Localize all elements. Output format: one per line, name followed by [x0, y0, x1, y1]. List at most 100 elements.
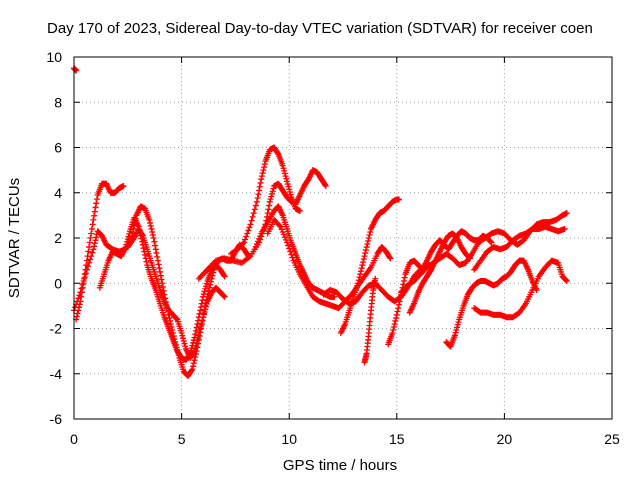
data-point: [393, 311, 400, 318]
data-point: [563, 277, 570, 284]
data-point: [148, 225, 155, 232]
data-point: [258, 173, 265, 180]
data-point: [78, 289, 85, 296]
series-sat-06: [228, 144, 303, 257]
data-point: [89, 249, 96, 256]
data-point: [360, 259, 367, 266]
data-point: [146, 216, 153, 223]
data-points: [71, 65, 570, 380]
series-sat-15: [406, 230, 473, 316]
data-point: [189, 366, 196, 373]
series-sat-13: [471, 223, 568, 273]
data-point: [120, 182, 127, 189]
data-point: [199, 317, 206, 324]
data-point: [387, 255, 394, 262]
data-point: [247, 221, 254, 228]
data-point: [93, 200, 100, 207]
data-point: [87, 256, 94, 263]
data-point: [91, 212, 98, 219]
data-point: [199, 297, 206, 304]
data-point: [143, 258, 150, 265]
data-point: [254, 195, 261, 202]
data-point: [391, 320, 398, 327]
data-point: [157, 272, 164, 279]
data-point: [392, 317, 399, 324]
data-point: [401, 274, 408, 281]
data-point: [73, 313, 80, 320]
data-point: [140, 245, 147, 252]
data-point: [93, 234, 100, 241]
data-point: [266, 202, 273, 209]
data-point: [149, 231, 156, 238]
data-point: [395, 305, 402, 312]
data-point: [192, 327, 199, 334]
data-point: [88, 225, 95, 232]
data-point: [75, 307, 82, 314]
data-point: [86, 239, 93, 246]
series-sat-08: [264, 216, 394, 312]
data-point: [166, 314, 173, 321]
data-point: [84, 253, 91, 260]
data-point: [76, 304, 83, 311]
data-point: [394, 308, 401, 315]
data-point: [221, 293, 228, 300]
data-point: [192, 331, 199, 338]
data-point: [251, 206, 258, 213]
data-point: [389, 330, 396, 337]
chart-title: Day 170 of 2023, Sidereal Day-to-day VTE…: [47, 20, 593, 37]
data-point: [296, 207, 303, 214]
series-sat-12: [443, 257, 540, 350]
data-point: [152, 246, 159, 253]
data-point: [197, 323, 204, 330]
data-point: [362, 250, 369, 257]
y-tick-label: 10: [46, 49, 62, 65]
data-point: [79, 284, 86, 291]
data-point: [258, 176, 265, 183]
data-point: [242, 236, 249, 243]
data-point: [206, 284, 213, 291]
data-point: [260, 167, 267, 174]
data-point: [81, 275, 88, 282]
x-tick-label: 5: [178, 431, 186, 447]
data-point: [261, 164, 268, 171]
data-point: [358, 265, 365, 272]
x-tick-label: 20: [497, 431, 513, 447]
data-point: [563, 210, 570, 217]
data-point: [87, 235, 94, 241]
data-point: [356, 274, 363, 281]
data-point: [245, 227, 252, 234]
data-point: [85, 248, 92, 255]
y-tick-label: 0: [54, 275, 62, 291]
data-point: [287, 248, 294, 255]
axis-ticks: 0 5 10 15 20 25 -6 -4 -2 0 2 4 6 8 10: [46, 49, 620, 447]
data-point: [257, 179, 264, 186]
x-tick-label: 15: [389, 431, 405, 447]
data-point: [153, 250, 160, 257]
data-point: [422, 261, 429, 268]
y-tick-label: 4: [54, 185, 62, 201]
data-point: [360, 256, 367, 263]
data-point: [147, 219, 154, 226]
data-point: [74, 310, 81, 317]
data-point: [362, 247, 369, 254]
data-point: [197, 304, 204, 311]
data-point: [90, 216, 97, 223]
data-point: [157, 268, 164, 275]
x-tick-label: 25: [604, 431, 620, 447]
data-point: [159, 284, 166, 291]
series-sat-04: [124, 225, 228, 361]
data-point: [241, 239, 248, 246]
data-point: [259, 170, 266, 177]
data-point: [256, 183, 263, 190]
data-point: [142, 251, 149, 258]
x-axis-label: GPS time / hours: [283, 457, 397, 474]
data-point: [355, 277, 362, 284]
data-point: [149, 228, 156, 235]
data-point: [261, 161, 268, 168]
data-point: [191, 357, 198, 364]
data-point: [359, 262, 366, 269]
y-tick-label: -4: [50, 366, 63, 382]
data-point: [561, 225, 568, 232]
y-axis-label: SDTVAR / TECUs: [6, 178, 23, 298]
data-point: [220, 293, 227, 300]
